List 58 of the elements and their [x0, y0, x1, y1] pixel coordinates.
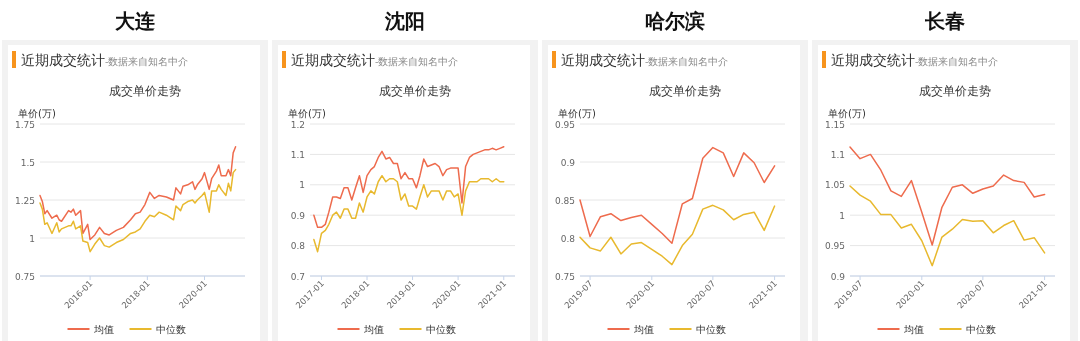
y-tick-label: 0.95 — [824, 241, 845, 252]
y-tick-label: 1.1 — [830, 149, 845, 160]
y-tick-label: 0.75 — [554, 271, 575, 282]
y-tick-label: 0.9 — [830, 271, 846, 282]
chart-title: 大连 — [115, 9, 155, 33]
y-tick-label: 0.9 — [290, 210, 306, 221]
text: 近期成交统计 — [561, 52, 645, 68]
text: 近期成交统计 — [831, 52, 915, 68]
line-series — [579, 204, 776, 266]
chart-subtitle: 成交单价走势 — [649, 84, 721, 98]
y-tick-label: 0.8 — [560, 233, 576, 244]
y-tick-label: 0.7 — [290, 271, 305, 282]
y-tick-label: 0.95 — [554, 119, 575, 130]
chart-title: 哈尔滨 — [645, 9, 705, 33]
text: 近期成交统计 — [291, 52, 375, 68]
text: -数据来自知名中介 — [375, 56, 459, 67]
text: -数据来自知名中介 — [105, 56, 189, 67]
y-tick-label: 1.05 — [824, 180, 845, 191]
chart-title: 沈阳 — [384, 9, 425, 33]
y-tick-label: 1 — [839, 210, 845, 221]
y-tick-label: 1 — [299, 180, 305, 191]
y-tick-label: 1.75 — [14, 119, 35, 130]
y-tick-label: 1.5 — [20, 157, 35, 168]
line-series — [579, 146, 776, 245]
chart-title: 长春 — [924, 9, 965, 33]
y-tick-label: 0.8 — [290, 241, 306, 252]
y-tick-label: 1.2 — [290, 119, 305, 130]
legend-label: 均值 — [92, 324, 114, 335]
y-axis-title: 单价(万) — [288, 108, 326, 119]
line-series — [39, 168, 237, 253]
legend-label: 均值 — [632, 324, 654, 335]
line-series — [849, 185, 1046, 267]
y-axis-title: 单价(万) — [558, 108, 596, 119]
line-series — [313, 174, 505, 253]
text: -数据来自知名中介 — [645, 56, 729, 67]
y-tick-label: 1.1 — [290, 149, 305, 160]
line-series — [313, 146, 505, 229]
y-tick-label: 1.15 — [824, 119, 845, 130]
y-tick-label: 0.85 — [554, 195, 575, 206]
chart-subtitle: 成交单价走势 — [919, 84, 991, 98]
legend-label: 中位数 — [695, 324, 726, 335]
legend-label: 中位数 — [155, 324, 186, 335]
legend-label: 均值 — [902, 324, 924, 335]
text: 近期成交统计 — [21, 52, 105, 68]
legend-label: 中位数 — [965, 324, 996, 335]
legend-label: 中位数 — [425, 324, 456, 335]
y-tick-label: 1.25 — [14, 195, 35, 206]
text: -数据来自知名中介 — [915, 56, 999, 67]
y-axis-title: 单价(万) — [828, 108, 866, 119]
y-tick-label: 1 — [29, 233, 35, 244]
y-tick-label: 0.9 — [560, 157, 576, 168]
legend-label: 均值 — [362, 324, 384, 335]
chart-subtitle: 成交单价走势 — [379, 84, 451, 98]
y-axis-title: 单价(万) — [18, 108, 56, 119]
line-series — [39, 146, 237, 241]
y-tick-label: 0.75 — [14, 271, 35, 282]
chart-subtitle: 成交单价走势 — [109, 84, 181, 98]
line-series — [849, 146, 1046, 246]
